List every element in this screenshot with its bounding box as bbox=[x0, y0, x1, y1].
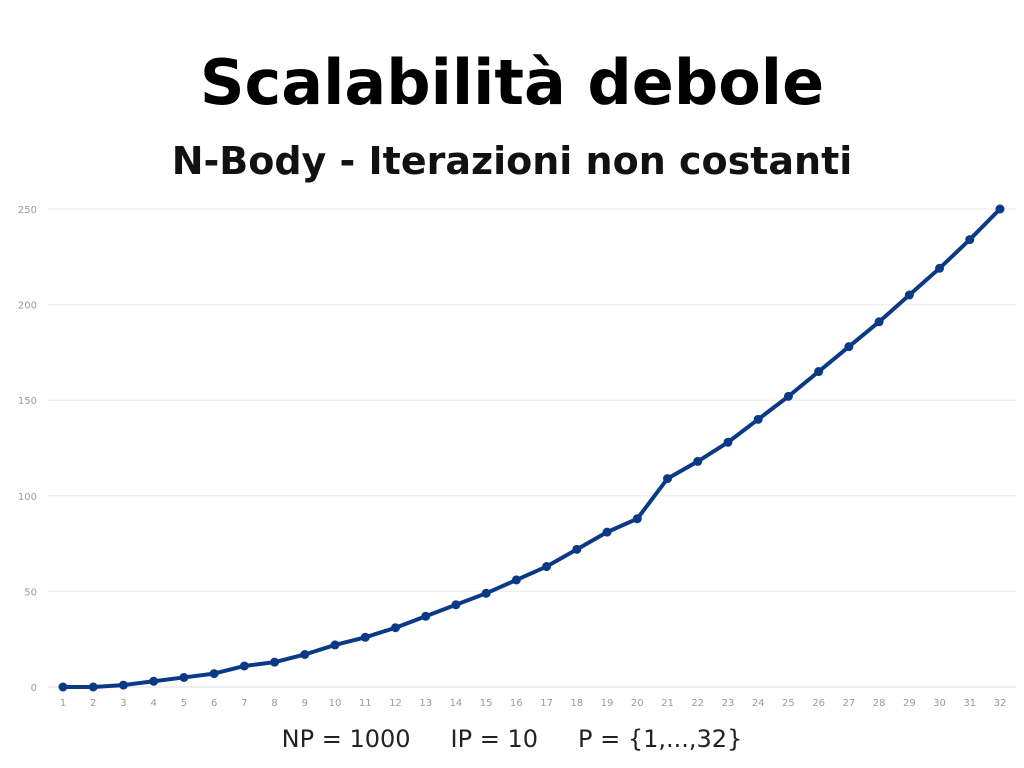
x-tick-label: 22 bbox=[691, 698, 704, 709]
data-point bbox=[542, 562, 552, 572]
y-tick-label: 150 bbox=[18, 396, 37, 407]
x-tick-label: 1 bbox=[60, 698, 66, 709]
np-parameter: NP = 1000 bbox=[281, 725, 411, 753]
data-point bbox=[783, 391, 793, 401]
x-tick-label: 13 bbox=[419, 698, 432, 709]
x-tick-label: 21 bbox=[661, 698, 674, 709]
data-point bbox=[360, 632, 370, 642]
data-point bbox=[995, 204, 1005, 214]
x-tick-label: 32 bbox=[994, 698, 1007, 709]
data-point bbox=[844, 342, 854, 352]
x-tick-label: 25 bbox=[782, 698, 795, 709]
data-point bbox=[421, 611, 431, 621]
data-point bbox=[390, 623, 400, 633]
data-point bbox=[118, 680, 128, 690]
x-tick-label: 10 bbox=[329, 698, 342, 709]
y-tick-label: 200 bbox=[18, 301, 37, 312]
data-point bbox=[814, 367, 824, 377]
x-tick-label: 15 bbox=[480, 698, 493, 709]
data-point bbox=[149, 676, 159, 686]
x-tick-label: 30 bbox=[933, 698, 946, 709]
data-point bbox=[693, 456, 703, 466]
data-point bbox=[663, 474, 673, 484]
x-tick-label: 2 bbox=[90, 698, 96, 709]
x-tick-label: 26 bbox=[812, 698, 825, 709]
data-point bbox=[904, 290, 914, 300]
x-tick-label: 19 bbox=[601, 698, 614, 709]
x-tick-label: 11 bbox=[359, 698, 372, 709]
data-point bbox=[602, 527, 612, 537]
x-tick-label: 6 bbox=[211, 698, 217, 709]
x-tick-label: 14 bbox=[450, 698, 463, 709]
data-point bbox=[270, 657, 280, 667]
chart-title: Scalabilità debole bbox=[199, 46, 825, 119]
p-parameter: P = {1,...,32} bbox=[578, 725, 743, 753]
data-point bbox=[511, 575, 521, 585]
data-point bbox=[300, 649, 310, 659]
series-line bbox=[61, 207, 1002, 689]
data-point bbox=[965, 235, 975, 245]
y-tick-label: 100 bbox=[18, 492, 37, 503]
y-tick-label: 250 bbox=[18, 205, 37, 216]
x-tick-label: 23 bbox=[722, 698, 735, 709]
x-tick-label: 24 bbox=[752, 698, 765, 709]
data-point bbox=[239, 661, 249, 671]
data-point bbox=[330, 640, 340, 650]
data-point bbox=[209, 669, 219, 679]
x-tick-label: 17 bbox=[540, 698, 553, 709]
x-tick-label: 12 bbox=[389, 698, 402, 709]
x-tick-label: 9 bbox=[302, 698, 308, 709]
data-point bbox=[723, 437, 733, 447]
x-tick-labels: 1 2 3 4 5 6 7 8 9 10 11 12 13 14 15 16 17 18 19 20 21 22 23 24 2… bbox=[60, 698, 1007, 709]
x-tick-label: 4 bbox=[150, 698, 156, 709]
parameters-caption: NP = 1000 IP = 10 P = {1,...,32} bbox=[0, 727, 1024, 751]
data-point bbox=[179, 672, 189, 682]
data-point bbox=[874, 317, 884, 327]
gridlines bbox=[48, 208, 1016, 592]
data-point bbox=[481, 588, 491, 598]
data-point bbox=[632, 514, 642, 524]
x-tick-label: 29 bbox=[903, 698, 916, 709]
data-point bbox=[753, 414, 763, 424]
x-tick-label: 5 bbox=[181, 698, 187, 709]
data-point bbox=[935, 263, 945, 273]
data-series bbox=[58, 204, 1005, 692]
x-tick-label: 3 bbox=[120, 698, 126, 709]
data-point bbox=[572, 544, 582, 554]
x-tick-label: 20 bbox=[631, 698, 644, 709]
x-tick-label: 18 bbox=[570, 698, 583, 709]
data-point bbox=[451, 600, 461, 610]
chart-subtitle: N-Body - Iterazioni non costanti bbox=[171, 139, 853, 183]
x-tick-label: 16 bbox=[510, 698, 523, 709]
y-tick-label: 50 bbox=[24, 587, 37, 598]
y-tick-label: 0 bbox=[31, 683, 37, 694]
y-tick-labels: 0 50 100 150 200 250 bbox=[18, 205, 37, 694]
x-tick-label: 8 bbox=[271, 698, 277, 709]
x-tick-label: 31 bbox=[963, 698, 976, 709]
x-tick-label: 27 bbox=[843, 698, 856, 709]
data-point bbox=[88, 682, 98, 692]
ip-parameter: IP = 10 bbox=[450, 725, 538, 753]
data-point bbox=[58, 682, 68, 692]
x-tick-label: 7 bbox=[241, 698, 247, 709]
x-tick-label: 28 bbox=[873, 698, 886, 709]
